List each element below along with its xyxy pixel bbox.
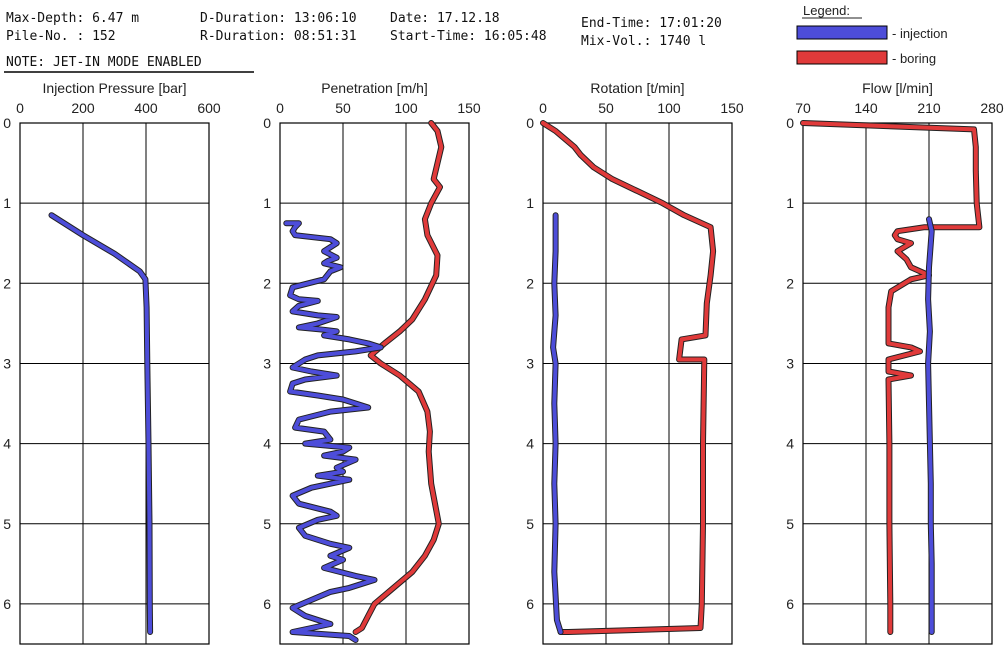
penetration-y-tick-label: 0 bbox=[263, 115, 271, 131]
max-depth-text: Max-Depth: 6.47 m bbox=[6, 11, 139, 26]
pile-no-text: Pile-No. : 152 bbox=[6, 29, 116, 44]
rotation-x-tick-label: 100 bbox=[657, 100, 681, 116]
flow-y-tick-label: 3 bbox=[786, 355, 794, 371]
rotation-y-tick-label: 6 bbox=[526, 596, 534, 612]
injection-pressure-panel: Injection Pressure [bar] 0 200 400 600 0 1 2 3 4 5… bbox=[3, 80, 221, 645]
injection-pressure-title: Injection Pressure [bar] bbox=[43, 80, 187, 96]
injection-pressure-x-tick-label: 600 bbox=[197, 100, 221, 116]
flow-y-tick-label: 0 bbox=[786, 115, 794, 131]
flow-injection-line bbox=[926, 217, 934, 634]
injection-pressure-y-tick-label: 3 bbox=[3, 355, 11, 371]
rotation-boring-outline bbox=[540, 120, 717, 635]
injection-pressure-y-tick-label: 0 bbox=[3, 115, 11, 131]
penetration-y-tick-label: 4 bbox=[263, 436, 271, 452]
injection-pressure-x-tick-label: 200 bbox=[71, 100, 95, 116]
end-time-text: End-Time: 17:01:20 bbox=[581, 16, 722, 31]
injection-pressure-frame bbox=[19, 122, 210, 645]
injection-pressure-injection-line bbox=[49, 213, 153, 634]
injection-pressure-injection-outline bbox=[48, 212, 154, 635]
injection-pressure-x-tick-label: 0 bbox=[16, 100, 24, 116]
legend: Legend: - injection - boring bbox=[796, 3, 948, 66]
penetration-y-tick-label: 3 bbox=[263, 355, 271, 371]
penetration-boring-outline bbox=[352, 120, 445, 635]
flow-x-tick-label: 280 bbox=[980, 100, 1004, 116]
rotation-frame bbox=[542, 122, 733, 645]
penetration-frame bbox=[279, 122, 470, 645]
chart-panels: Injection Pressure [bar]0 200 400 600012345… bbox=[3, 80, 1004, 645]
rotation-x-tick-label: 150 bbox=[720, 100, 744, 116]
penetration-x-tick-label: 50 bbox=[335, 100, 351, 116]
penetration-x-tick-label: 100 bbox=[394, 100, 418, 116]
injection-pressure-y-tick-label: 4 bbox=[3, 436, 11, 452]
flow-y-tick-label: 2 bbox=[786, 275, 794, 291]
penetration-x-tick-label: 0 bbox=[276, 100, 284, 116]
rotation-boring-line bbox=[541, 121, 716, 634]
rotation-y-tick-label: 0 bbox=[526, 115, 534, 131]
rotation-panel: Rotation [t/min] 0 50 100 150 0 1 2 3 4 5 6 bbox=[526, 80, 744, 645]
flow-x-tick-label: 140 bbox=[854, 100, 878, 116]
rotation-y-tick-label: 2 bbox=[526, 275, 534, 291]
injection-pressure-x-tick-label: 400 bbox=[134, 100, 158, 116]
penetration-y-tick-label: 6 bbox=[263, 596, 271, 612]
injection-pressure-y-tick-label: 2 bbox=[3, 275, 11, 291]
rotation-title: Rotation [t/min] bbox=[590, 80, 684, 96]
rotation-x-tick-label: 50 bbox=[598, 100, 614, 116]
penetration-boring-line bbox=[353, 121, 444, 634]
legend-swatch-boring bbox=[796, 50, 888, 65]
penetration-panel: Penetration [m/h] 0 50 100 150 0 1 2 3 4 5 6 bbox=[263, 80, 481, 645]
legend-swatch-injection bbox=[796, 25, 888, 40]
penetration-y-tick-label: 2 bbox=[263, 275, 271, 291]
rotation-y-tick-label: 1 bbox=[526, 195, 534, 211]
legend-label-injection: - injection bbox=[892, 26, 948, 41]
start-time-text: Start-Time: 16:05:48 bbox=[390, 29, 547, 44]
rotation-y-tick-label: 3 bbox=[526, 355, 534, 371]
flow-y-tick-label: 6 bbox=[786, 596, 794, 612]
flow-boring-line bbox=[801, 121, 982, 634]
penetration-x-tick-label: 150 bbox=[457, 100, 481, 116]
flow-x-tick-label: 70 bbox=[795, 100, 811, 116]
rotation-y-tick-label: 4 bbox=[526, 436, 534, 452]
header-info: Max-Depth: 6.47 m Pile-No. : 152 NOTE: J… bbox=[4, 11, 722, 73]
note-text: NOTE: JET-IN MODE ENABLED bbox=[6, 55, 202, 70]
r-duration-text: R-Duration: 08:51:31 bbox=[200, 29, 357, 44]
flow-y-tick-label: 5 bbox=[786, 516, 794, 532]
flow-y-tick-label: 1 bbox=[786, 195, 794, 211]
injection-pressure-y-tick-label: 1 bbox=[3, 195, 11, 211]
flow-frame bbox=[802, 122, 993, 645]
legend-title: Legend: bbox=[803, 3, 850, 18]
flow-y-tick-label: 4 bbox=[786, 436, 794, 452]
rotation-injection-line bbox=[551, 213, 563, 634]
flow-x-tick-label: 210 bbox=[917, 100, 941, 116]
flow-panel: Flow [l/min] 70 140 210 280 0 1 2 3 4 5 6 bbox=[786, 80, 1004, 645]
flow-title: Flow [l/min] bbox=[862, 80, 933, 96]
penetration-title: Penetration [m/h] bbox=[321, 80, 428, 96]
legend-label-boring: - boring bbox=[892, 51, 936, 66]
rotation-x-tick-label: 0 bbox=[539, 100, 547, 116]
rotation-y-tick-label: 5 bbox=[526, 516, 534, 532]
penetration-injection-line bbox=[284, 221, 383, 642]
date-text: Date: 17.12.18 bbox=[390, 11, 500, 26]
injection-pressure-y-tick-label: 6 bbox=[3, 596, 11, 612]
penetration-y-tick-label: 1 bbox=[263, 195, 271, 211]
injection-pressure-y-tick-label: 5 bbox=[3, 516, 11, 532]
penetration-y-tick-label: 5 bbox=[263, 516, 271, 532]
mix-vol-text: Mix-Vol.: 1740 l bbox=[581, 34, 706, 49]
d-duration-text: D-Duration: 13:06:10 bbox=[200, 11, 357, 26]
